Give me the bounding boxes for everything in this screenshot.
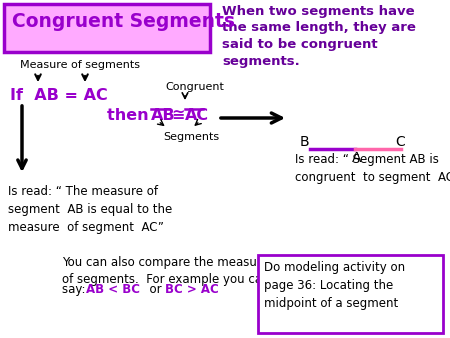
Text: Congruent: Congruent: [165, 82, 224, 92]
Text: Do modeling activity on
page 36: Locating the
midpoint of a segment: Do modeling activity on page 36: Locatin…: [264, 261, 405, 310]
Text: You can also compare the measure
of segments.  For example you can: You can also compare the measure of segm…: [62, 256, 270, 286]
Text: B: B: [300, 135, 310, 149]
Text: A: A: [352, 151, 361, 165]
FancyBboxPatch shape: [258, 255, 443, 333]
FancyBboxPatch shape: [4, 4, 210, 52]
Text: AB: AB: [151, 108, 176, 123]
Text: or: or: [142, 283, 166, 296]
Text: Congruent Segments: Congruent Segments: [12, 12, 235, 31]
Text: ≅: ≅: [171, 108, 184, 123]
Text: Segments: Segments: [163, 132, 219, 142]
Text: C: C: [395, 135, 405, 149]
Text: say:: say:: [62, 283, 89, 296]
Text: BC > AC: BC > AC: [165, 283, 219, 296]
Text: When two segments have
the same length, they are
said to be congruent
segments.: When two segments have the same length, …: [222, 5, 416, 68]
Text: then: then: [107, 108, 154, 123]
Text: Is read: “ The measure of
segment  AB is equal to the
measure  of segment  AC”: Is read: “ The measure of segment AB is …: [8, 185, 172, 234]
Text: Is read: “ Segment AB is
congruent  to segment  AC”: Is read: “ Segment AB is congruent to se…: [295, 153, 450, 184]
Text: AB < BC: AB < BC: [86, 283, 140, 296]
Text: If  AB = AC: If AB = AC: [10, 88, 108, 103]
Text: Measure of segments: Measure of segments: [20, 60, 140, 70]
Text: AC: AC: [185, 108, 209, 123]
